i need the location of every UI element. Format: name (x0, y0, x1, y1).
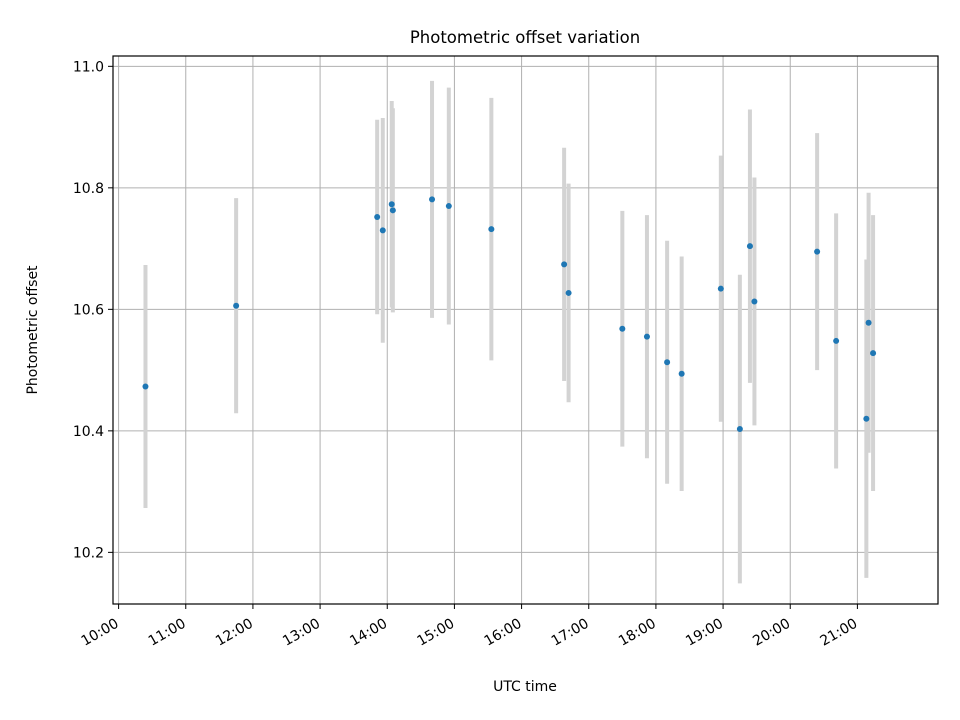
y-tick-label: 10.2 (73, 545, 104, 561)
y-axis: 10.2 10.4 10.6 10.8 11.0 (73, 59, 113, 561)
data-point (142, 383, 149, 390)
y-tick-label: 11.0 (73, 59, 104, 75)
data-point (736, 426, 743, 433)
y-axis-label: Photometric offset (25, 265, 41, 395)
data-point (746, 243, 753, 250)
y-tick-label: 10.8 (73, 181, 104, 197)
data-point (565, 289, 572, 296)
data-point (643, 333, 650, 340)
data-point (488, 226, 495, 233)
data-points (142, 196, 877, 433)
data-point (388, 201, 395, 208)
data-point (664, 359, 671, 366)
data-point (751, 298, 758, 305)
data-point (678, 370, 685, 377)
data-point (619, 325, 626, 332)
data-point (870, 350, 877, 357)
data-point (233, 302, 240, 309)
data-point (429, 196, 436, 203)
data-point (717, 285, 724, 292)
data-point (865, 319, 872, 326)
data-point (374, 213, 381, 220)
x-axis-label: UTC time (493, 679, 557, 695)
data-point (833, 337, 840, 344)
data-point (445, 203, 452, 210)
data-point (561, 261, 568, 268)
data-point (389, 207, 396, 214)
data-point (814, 248, 821, 255)
y-tick-label: 10.4 (73, 424, 104, 440)
data-point (863, 415, 870, 422)
plot-area-frame (112, 55, 939, 605)
grid (113, 56, 938, 604)
data-point (379, 227, 386, 234)
y-tick-label: 10.6 (73, 302, 104, 318)
chart-title: Photometric offset variation (410, 28, 640, 47)
